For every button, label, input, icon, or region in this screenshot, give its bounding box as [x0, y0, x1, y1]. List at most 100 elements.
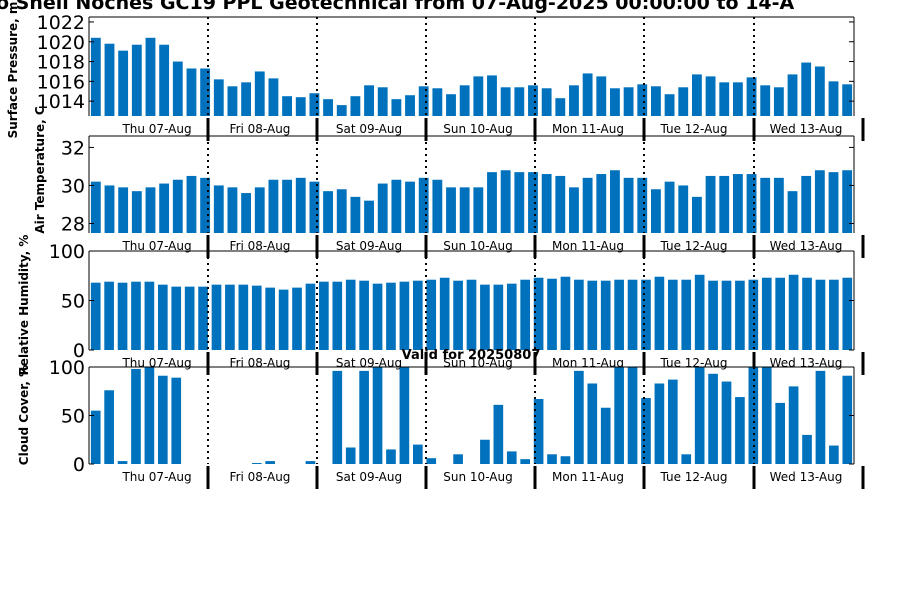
bar — [282, 96, 292, 116]
bar — [721, 280, 732, 350]
bar — [104, 281, 114, 350]
bar — [533, 399, 544, 464]
panel-2: 28 30 32 Air Temperature, C Thu 07-Aug Fri 08… — [33, 106, 865, 258]
bar — [708, 280, 718, 350]
bar — [828, 81, 839, 116]
bar — [600, 280, 611, 350]
day-label: Mon 11-Aug — [552, 356, 624, 370]
bar — [623, 87, 634, 116]
bar — [159, 183, 170, 233]
bar — [815, 279, 826, 350]
bar — [278, 289, 289, 350]
bar — [487, 172, 497, 233]
bar — [641, 279, 651, 350]
y-tick-label: 1016 — [37, 71, 85, 93]
bar — [694, 274, 705, 350]
bar — [254, 187, 265, 233]
bar — [801, 62, 812, 116]
bar — [90, 181, 101, 233]
bar — [184, 286, 195, 350]
bar — [735, 397, 745, 464]
bar — [305, 461, 316, 464]
bar — [117, 461, 128, 464]
bar — [144, 281, 155, 350]
bar — [691, 74, 702, 116]
bar — [614, 279, 624, 350]
bar — [596, 76, 607, 116]
bar — [268, 179, 279, 233]
bar — [788, 274, 799, 350]
day-label: Sat 09-Aug — [336, 356, 402, 370]
bar — [596, 174, 607, 233]
bar — [815, 370, 826, 464]
bar — [200, 177, 211, 233]
bar — [323, 99, 333, 116]
bar — [336, 105, 347, 116]
bar — [265, 461, 276, 464]
bar — [493, 284, 504, 350]
bar — [391, 179, 402, 233]
bar — [104, 43, 115, 117]
bar — [227, 187, 238, 233]
bar — [159, 44, 170, 116]
day-label: Tue 12-Aug — [659, 356, 727, 370]
bar — [418, 177, 429, 233]
bar — [735, 280, 745, 350]
bar — [842, 375, 853, 464]
bar — [90, 37, 101, 116]
bar — [814, 170, 825, 233]
bar — [118, 50, 129, 116]
bar — [760, 177, 771, 233]
panel-4: 0 50 100 Cloud Cover, % Thu 07-Aug Fri 08-Aug… — [17, 357, 865, 489]
y-tick-label: 1014 — [37, 91, 85, 113]
bar — [453, 280, 463, 350]
day-label: Tue 12-Aug — [659, 470, 727, 484]
bar — [459, 187, 470, 233]
bar — [336, 189, 347, 233]
bar — [446, 94, 456, 116]
day-label: Thu 07-Aug — [121, 356, 191, 370]
bar — [295, 97, 306, 116]
bar — [295, 177, 306, 233]
bar — [664, 181, 675, 233]
bar — [582, 73, 593, 116]
bar — [691, 196, 702, 233]
bar — [681, 454, 692, 464]
day-label: Sun 10-Aug — [443, 122, 512, 136]
bar — [145, 187, 156, 233]
bar — [493, 404, 504, 464]
y-axis-label: Air Temperature, C — [33, 106, 47, 234]
bar — [569, 187, 579, 233]
bar — [251, 285, 262, 350]
y-tick-label: 32 — [61, 137, 85, 159]
bar — [345, 279, 356, 350]
bar — [842, 170, 853, 233]
bar — [372, 367, 383, 464]
bar — [651, 189, 661, 233]
day-label: Mon 11-Aug — [552, 239, 624, 253]
y-tick-label: 1022 — [37, 12, 85, 34]
y-tick-label: 100 — [49, 357, 85, 379]
bar — [200, 68, 211, 116]
bar — [227, 86, 238, 116]
bar — [453, 454, 463, 464]
bar — [547, 454, 557, 464]
bar — [587, 383, 598, 464]
bar — [305, 283, 316, 350]
bar — [350, 96, 361, 116]
bar — [118, 187, 129, 233]
day-label: Tue 12-Aug — [659, 239, 727, 253]
bar — [547, 278, 557, 350]
bar — [574, 279, 584, 350]
bar — [364, 200, 374, 233]
bar — [350, 196, 361, 233]
bar — [500, 87, 511, 116]
bar — [787, 74, 798, 116]
y-tick-label: 100 — [49, 241, 85, 263]
bar — [104, 185, 115, 233]
day-label: Fri 08-Aug — [230, 239, 291, 253]
day-label: Sun 10-Aug — [443, 239, 512, 253]
day-label: Fri 08-Aug — [230, 470, 291, 484]
bar — [480, 284, 490, 350]
bar — [654, 383, 665, 464]
